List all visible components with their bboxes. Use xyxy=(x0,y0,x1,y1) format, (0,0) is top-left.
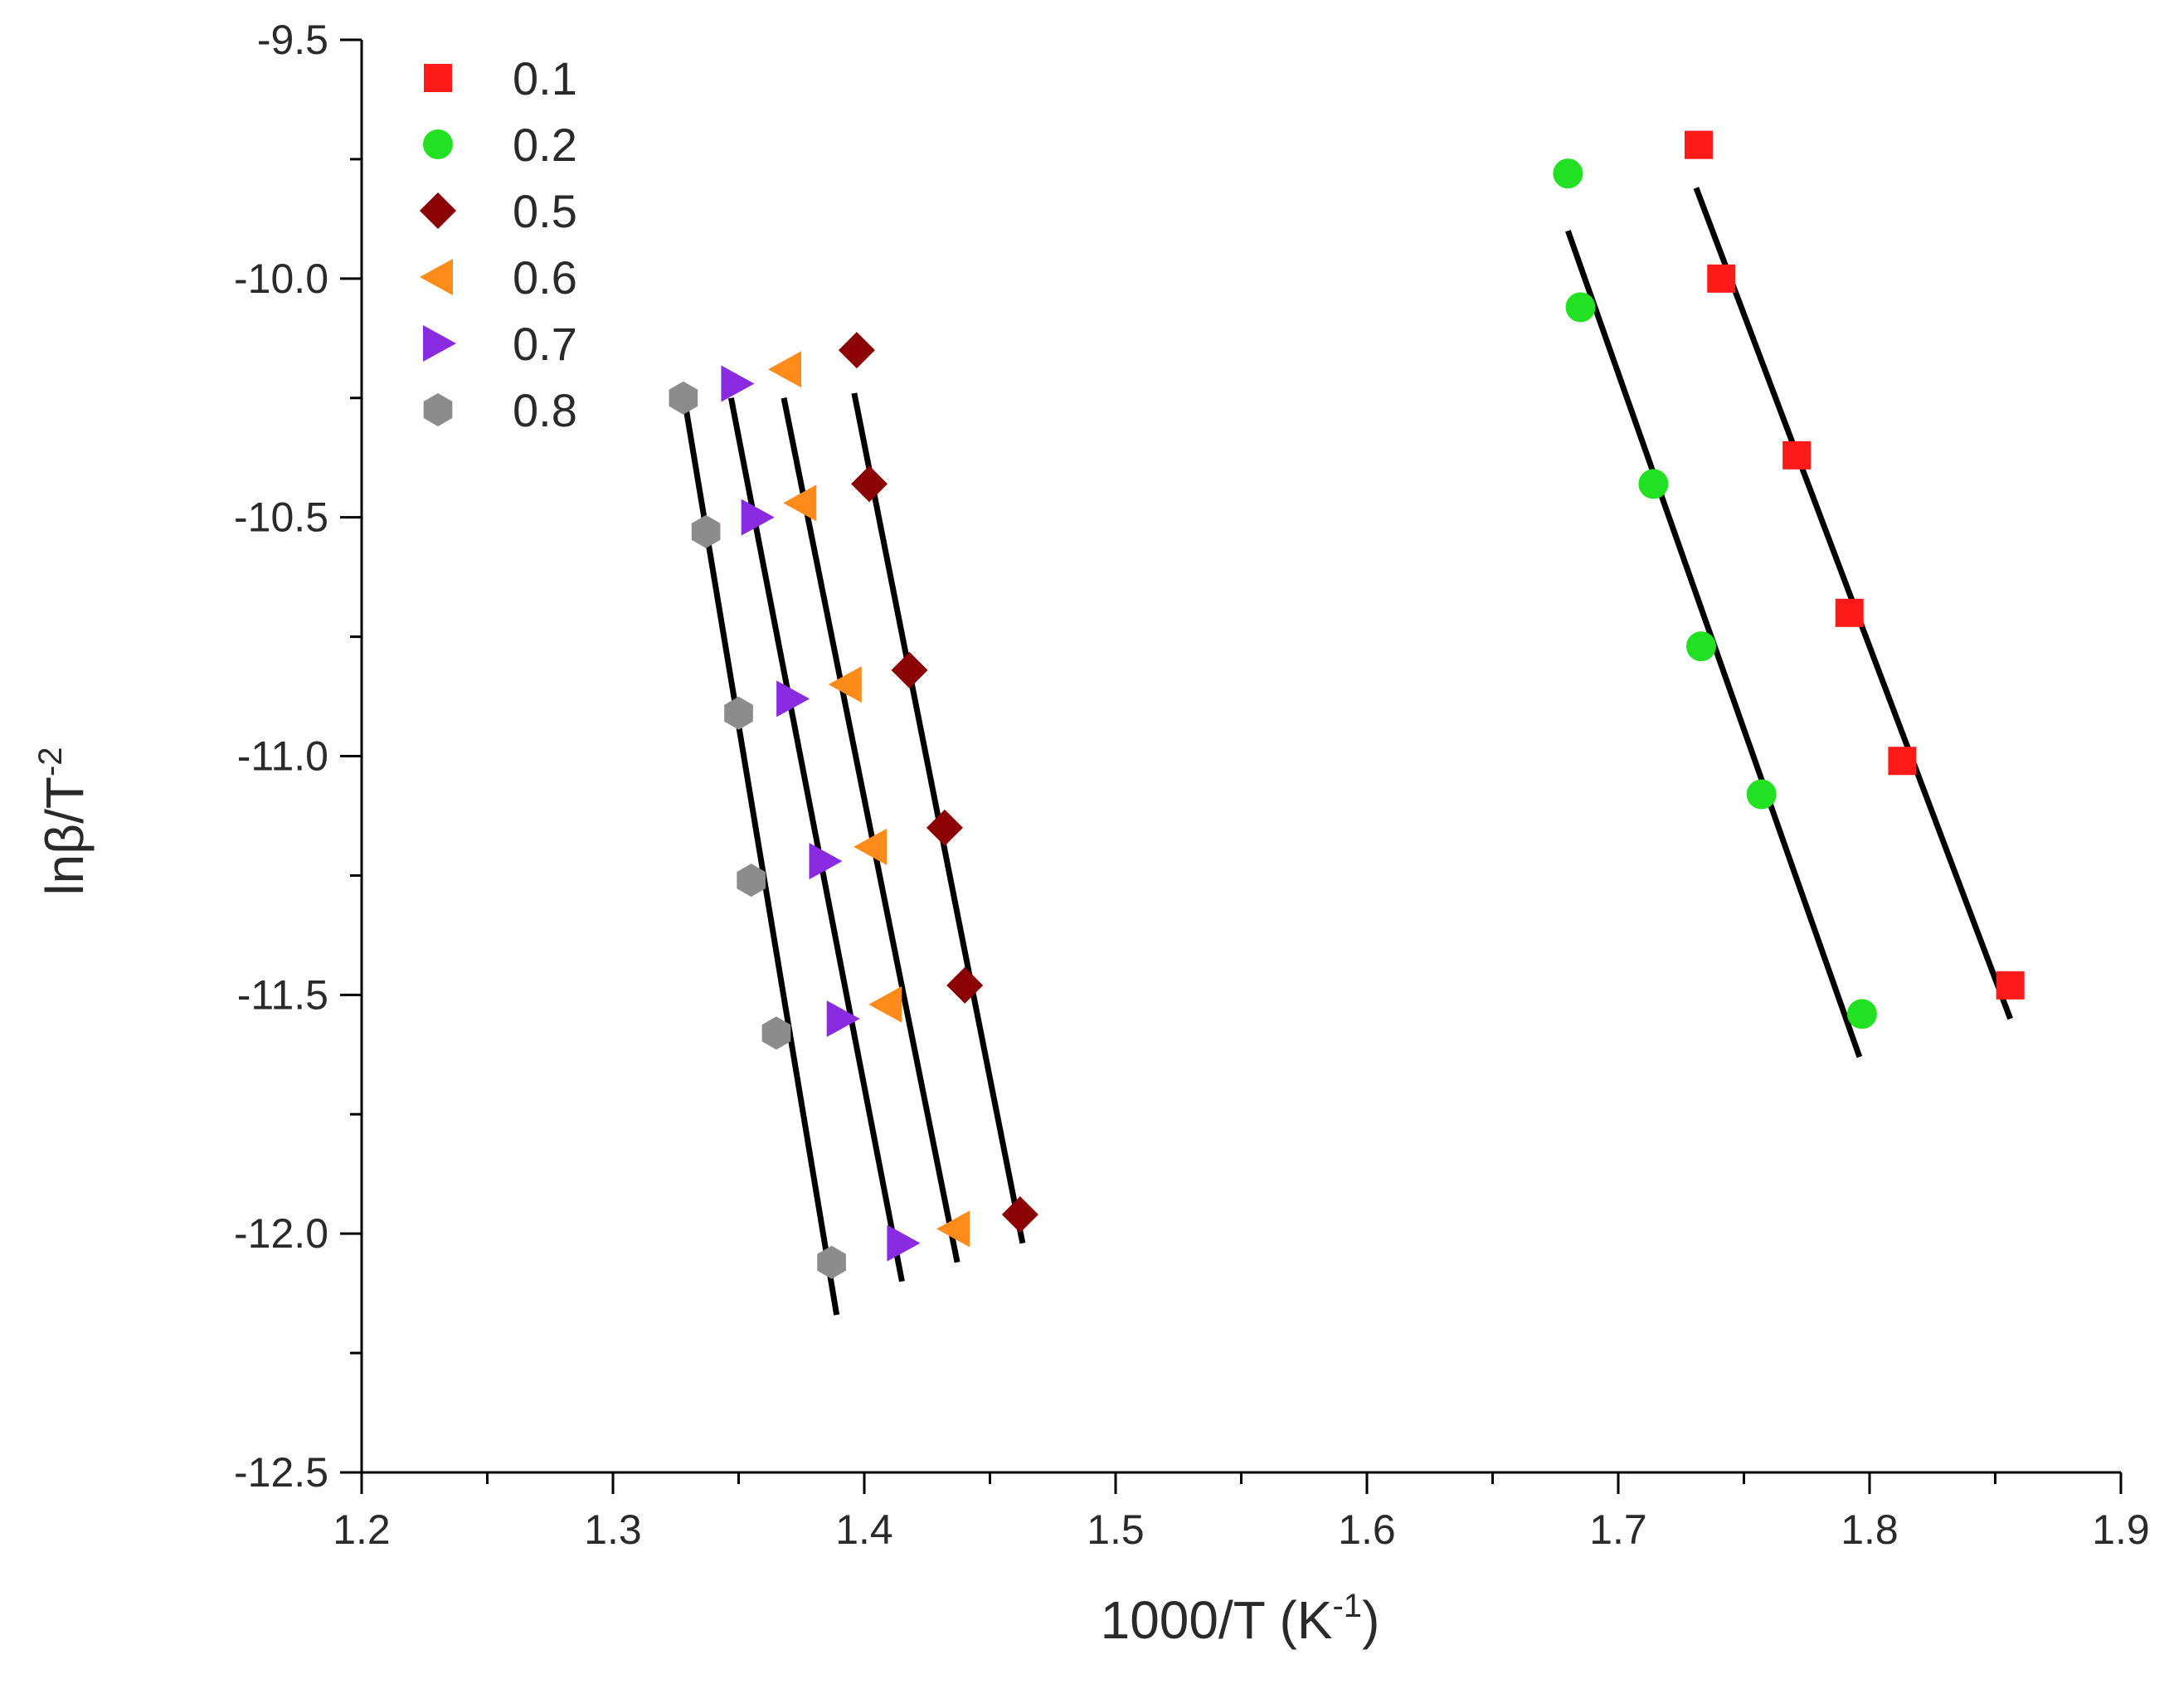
legend-marker-0.6 xyxy=(420,259,453,295)
data-point-0.1 xyxy=(1888,747,1917,776)
y-tick-label: -11.5 xyxy=(237,971,328,1018)
legend-marker-0.8 xyxy=(423,393,453,426)
data-point-0.5 xyxy=(946,966,984,1004)
legend-label: 0.8 xyxy=(513,384,577,436)
legend-label: 0.2 xyxy=(513,119,577,171)
legend-label: 0.7 xyxy=(513,318,577,370)
data-point-0.5 xyxy=(891,651,928,689)
fit-line-0.7 xyxy=(727,397,905,1282)
legend-label: 0.6 xyxy=(513,251,577,304)
data-point-0.6 xyxy=(868,985,902,1023)
axes: 1.2 1.3 1.4 1.5 1.6 1.7 1.8 1.9 -12.5 -12.0 -11.5 -… xyxy=(234,17,2150,1553)
legend-marker-0.1 xyxy=(424,64,452,92)
x-tick-label: 1.9 xyxy=(2092,1506,2150,1553)
legend: 0.1 0.2 0.5 0.6 0.7 0.8 xyxy=(420,52,577,436)
data-point-0.7 xyxy=(741,499,775,536)
data-point-0.8 xyxy=(761,1016,791,1050)
legend-marker-0.5 xyxy=(420,192,456,229)
x-tick-label: 1.3 xyxy=(584,1506,642,1553)
data-point-0.1 xyxy=(1835,598,1864,627)
y-tick-label: -12.5 xyxy=(234,1449,328,1496)
data-point-0.1 xyxy=(1684,130,1713,159)
data-point-0.5 xyxy=(838,332,875,369)
data-point-0.5 xyxy=(926,809,963,846)
y-tick-label: -9.5 xyxy=(257,17,328,63)
data-point-0.2 xyxy=(1565,292,1596,323)
y-tick-label: -10.5 xyxy=(234,494,328,541)
x-axis-title: 1000/T (K-1) xyxy=(1101,1588,1380,1650)
data-point-0.1 xyxy=(1996,971,2025,1000)
x-tick-label: 1.2 xyxy=(333,1506,391,1553)
data-point-0.1 xyxy=(1707,264,1736,293)
data-point-0.6 xyxy=(936,1210,970,1248)
x-tick-label: 1.7 xyxy=(1589,1506,1647,1553)
data-point-0.5 xyxy=(851,465,888,503)
data-point-0.2 xyxy=(1846,999,1877,1029)
data-point-0.8 xyxy=(737,864,766,898)
data-point-0.8 xyxy=(691,514,721,548)
data-point-0.1 xyxy=(1782,440,1812,470)
y-tick-label: -11.0 xyxy=(237,733,328,780)
data-point-0.6 xyxy=(853,828,888,865)
data-point-0.6 xyxy=(783,484,817,522)
fit-line-0.6 xyxy=(781,397,960,1263)
legend-label: 0.1 xyxy=(513,52,577,105)
data-points xyxy=(669,130,2025,1279)
x-tick-label: 1.8 xyxy=(1841,1506,1899,1553)
data-point-0.7 xyxy=(776,680,810,718)
y-tick-label: -10.0 xyxy=(234,255,328,302)
fit-line-0.8 xyxy=(683,406,840,1316)
data-point-0.2 xyxy=(1685,631,1716,662)
data-point-0.7 xyxy=(809,843,843,880)
fit-lines xyxy=(683,187,2013,1316)
data-point-0.2 xyxy=(1553,158,1583,189)
data-point-0.5 xyxy=(1001,1196,1038,1234)
x-tick-label: 1.4 xyxy=(835,1506,893,1553)
data-point-0.7 xyxy=(887,1224,921,1262)
y-tick-label: -12.0 xyxy=(234,1210,328,1257)
legend-marker-0.2 xyxy=(423,129,453,159)
data-point-0.2 xyxy=(1746,779,1777,810)
x-tick-label: 1.5 xyxy=(1087,1506,1145,1553)
data-point-0.7 xyxy=(826,1000,860,1038)
data-point-0.8 xyxy=(669,381,698,415)
legend-label: 0.5 xyxy=(513,185,577,237)
data-point-0.2 xyxy=(1638,469,1669,499)
data-point-0.7 xyxy=(721,365,755,402)
x-tick-label: 1.6 xyxy=(1338,1506,1396,1553)
data-point-0.8 xyxy=(724,696,753,730)
y-axis-title: lnβ/T-2 xyxy=(32,747,95,895)
data-point-0.8 xyxy=(817,1245,846,1279)
data-point-0.6 xyxy=(768,351,802,388)
data-point-0.6 xyxy=(828,666,862,703)
legend-marker-0.7 xyxy=(423,325,456,362)
